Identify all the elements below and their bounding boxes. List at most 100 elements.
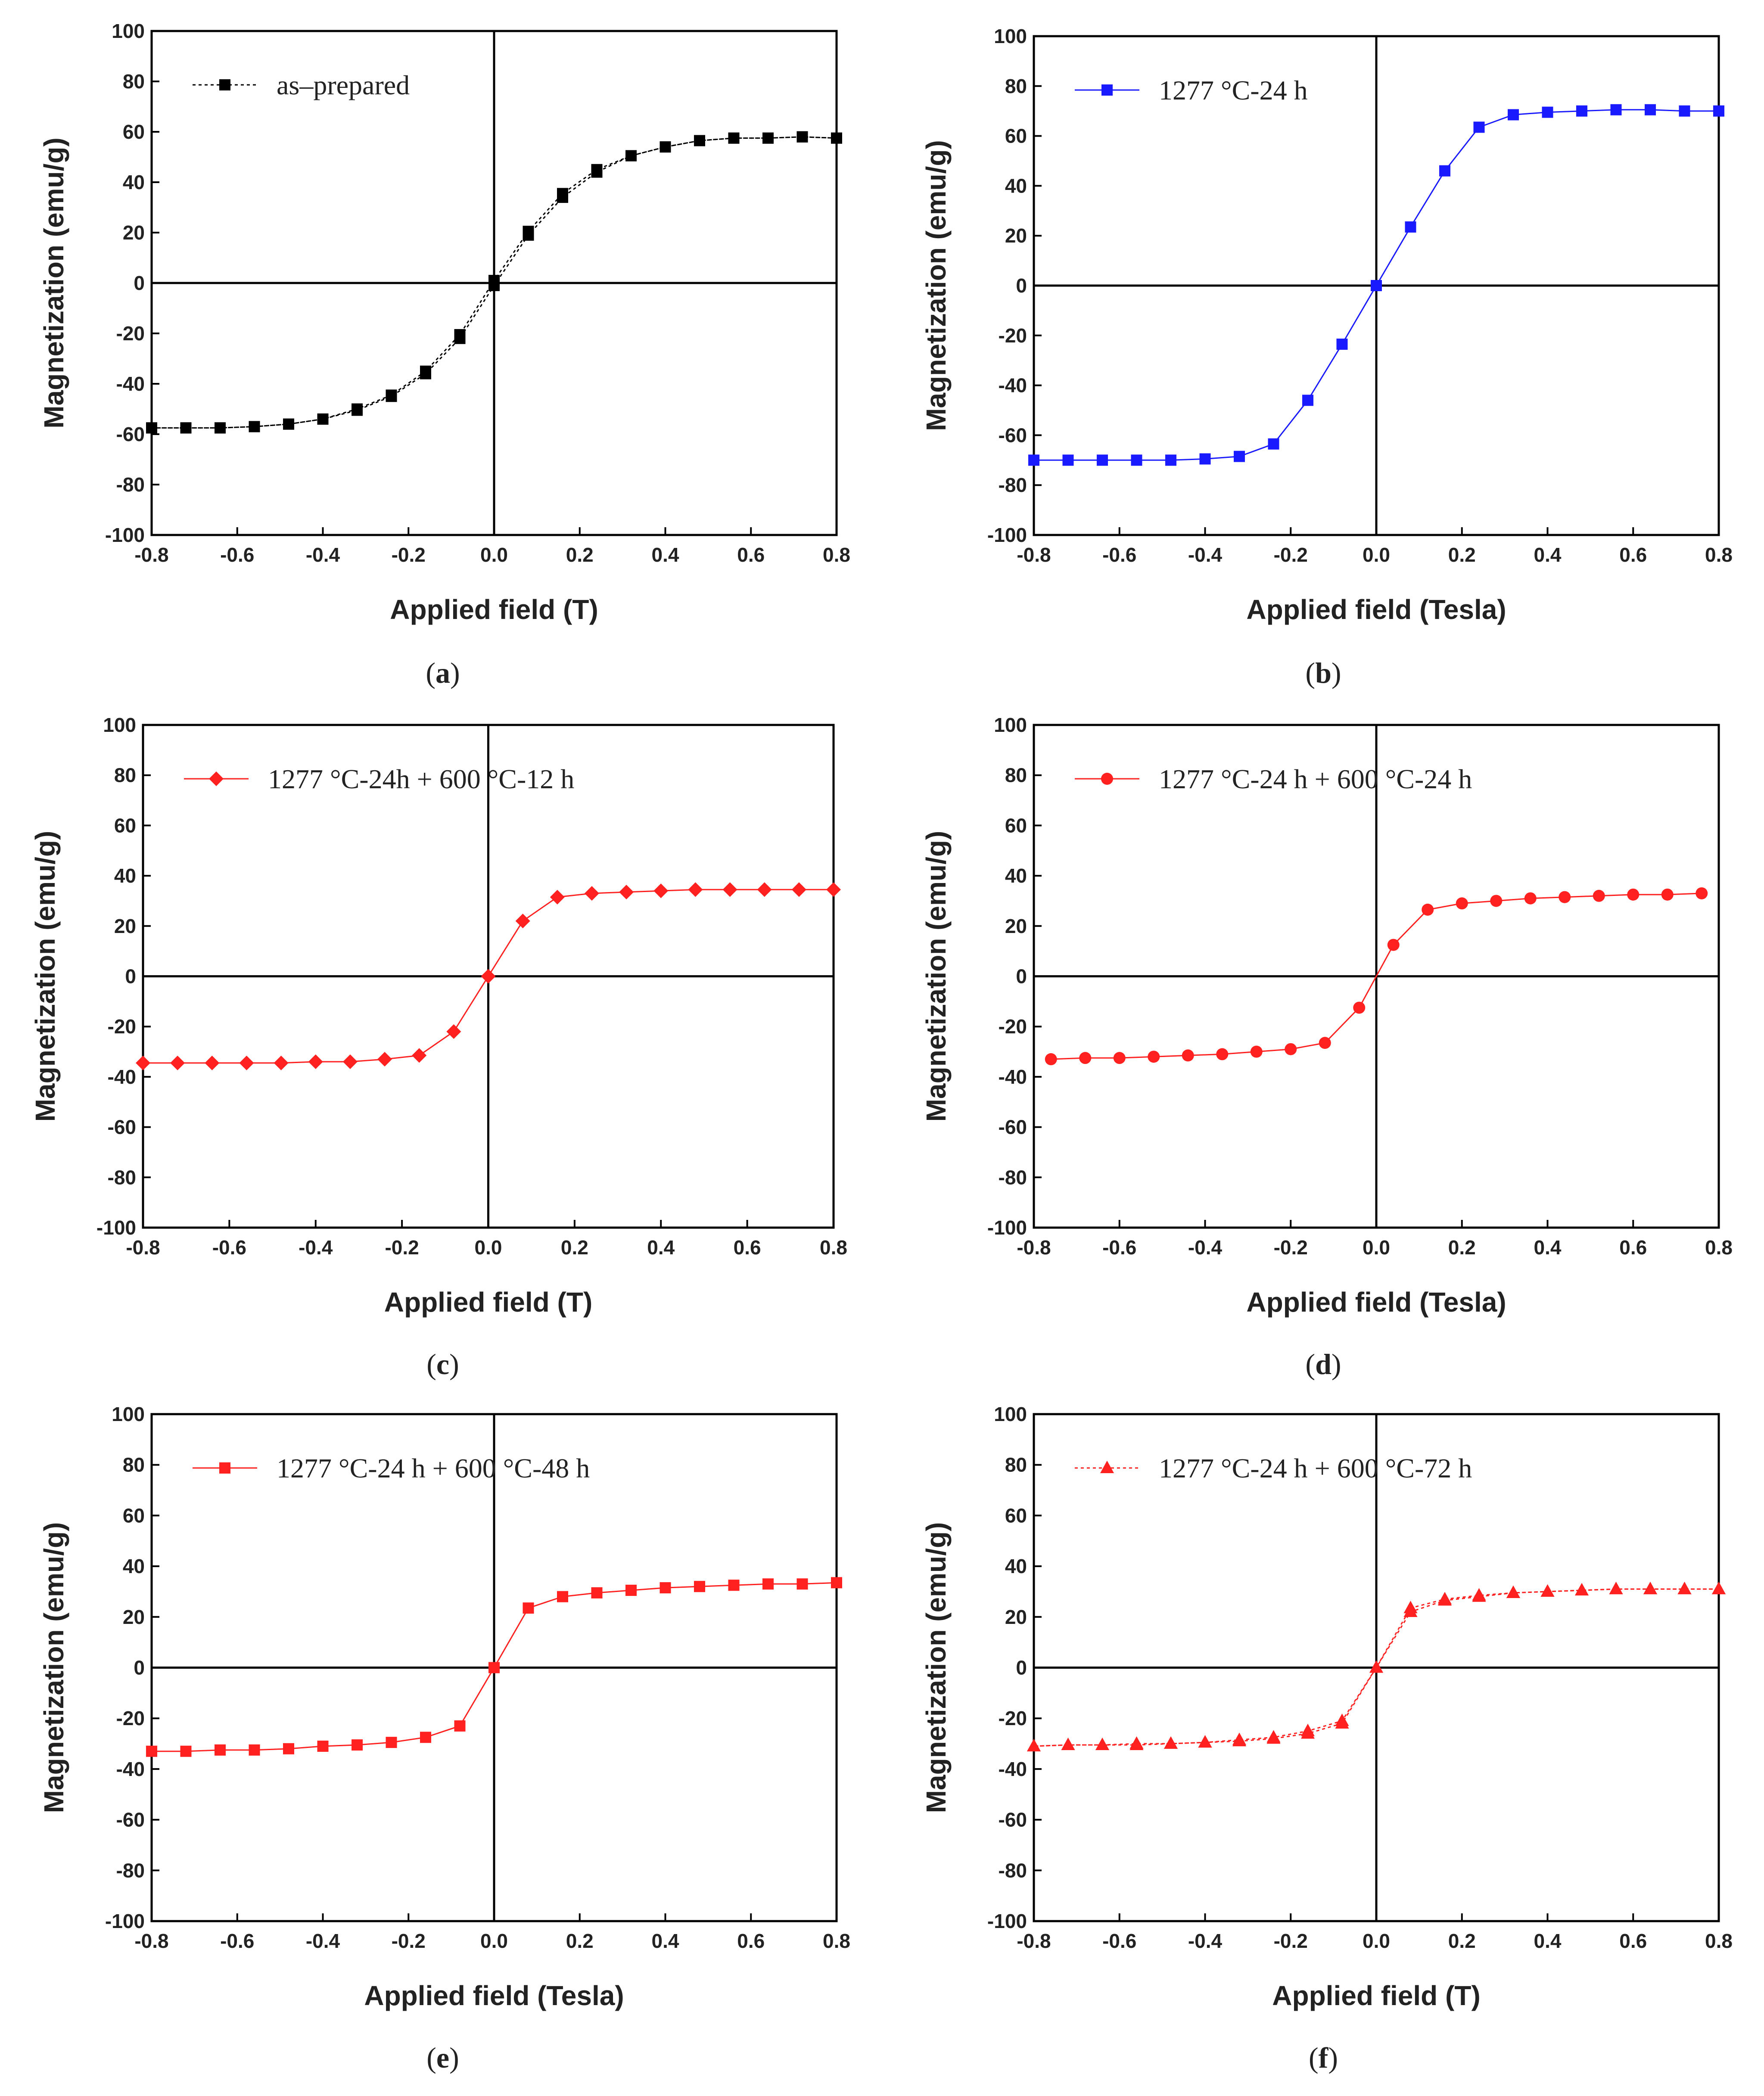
y-tick-label: 60	[1005, 814, 1027, 837]
y-tick-label: -60	[116, 1809, 145, 1831]
y-tick-label: 80	[1005, 1454, 1027, 1476]
x-tick-label: -0.8	[134, 1930, 168, 1952]
x-tick-label: -0.2	[1274, 544, 1308, 566]
panel-caption: (e)	[426, 2041, 459, 2074]
data-point	[660, 1582, 671, 1594]
x-tick-label: -0.6	[1102, 544, 1136, 566]
y-tick-label: 100	[103, 714, 136, 736]
data-point	[170, 1055, 185, 1070]
data-point	[1645, 104, 1656, 115]
data-point-return	[1232, 1732, 1246, 1745]
x-tick-label: -0.6	[220, 544, 254, 566]
x-tick-label: 0.6	[1619, 1930, 1647, 1952]
x-tick-label: -0.8	[1017, 1236, 1051, 1259]
y-tick-label: 20	[1005, 1606, 1027, 1628]
data-point	[1234, 451, 1245, 462]
data-point-return	[1164, 1736, 1178, 1749]
y-tick-label: 0	[125, 965, 136, 988]
y-tick-label: 80	[1005, 764, 1027, 787]
data-point-return	[488, 280, 500, 291]
data-point-return	[831, 132, 842, 144]
data-point-return	[1095, 1737, 1109, 1750]
data-point	[1387, 939, 1400, 951]
data-point	[1165, 454, 1176, 466]
x-tick-label: -0.8	[126, 1236, 160, 1259]
data-point	[557, 1591, 568, 1602]
data-point	[215, 1744, 226, 1756]
data-point	[1353, 1001, 1366, 1014]
y-tick-label: 40	[1005, 865, 1027, 887]
legend-marker	[219, 1462, 230, 1474]
x-tick-label: 0.2	[566, 544, 594, 566]
x-tick-label: -0.4	[1188, 1930, 1223, 1952]
data-point-return	[352, 404, 363, 416]
x-tick-label: 0.4	[652, 1930, 679, 1952]
y-tick-label: 0	[1016, 1657, 1027, 1679]
data-point	[1045, 1053, 1057, 1066]
x-axis-title: Applied field (T)	[384, 1287, 593, 1318]
y-tick-label: 80	[123, 70, 145, 93]
x-tick-label: -0.2	[392, 544, 426, 566]
chart-panel-e: -0.8 -0.6 -0.4 -0.2 0.0 0.2 0.4 0.6 0.8 -100 -80 -6…	[38, 1403, 850, 2074]
x-axis-title: Applied field (Tesla)	[1246, 594, 1506, 625]
legend-label: 1277 °C-24h + 600 °C-12 h	[268, 764, 574, 794]
y-tick-label: -20	[108, 1015, 136, 1038]
data-point	[831, 1577, 842, 1589]
panel-caption: (a)	[426, 656, 460, 689]
data-point	[317, 1740, 329, 1752]
x-axis-title: Applied field (Tesla)	[364, 1980, 624, 2011]
legend-label: 1277 °C-24 h + 600 °C-24 h	[1159, 764, 1472, 794]
y-axis-title: Magnetization (emu/g)	[921, 140, 952, 431]
y-tick-label: -100	[987, 1216, 1027, 1239]
x-tick-label: 0.2	[1448, 1236, 1476, 1259]
legend-label: as–prepared	[277, 70, 410, 100]
data-point-return	[1266, 1730, 1281, 1743]
y-tick-label: 20	[123, 221, 145, 244]
data-point	[694, 1581, 705, 1592]
y-tick-label: 80	[1005, 75, 1027, 97]
data-point	[550, 889, 565, 905]
legend-label: 1277 °C-24 h + 600 °C-48 h	[277, 1453, 590, 1483]
panel-caption: (c)	[426, 1348, 459, 1381]
data-point	[1593, 889, 1605, 902]
data-point	[1422, 903, 1434, 916]
data-point	[1199, 453, 1211, 465]
y-tick-label: -40	[116, 373, 145, 395]
data-point	[796, 1578, 808, 1590]
x-tick-label: -0.6	[1102, 1236, 1136, 1259]
data-point	[1524, 892, 1537, 905]
y-tick-label: 60	[1005, 1504, 1027, 1527]
y-tick-label: 100	[994, 25, 1027, 47]
x-tick-label: 0.0	[1363, 1236, 1390, 1259]
y-tick-label: 20	[114, 915, 136, 937]
y-tick-label: -100	[987, 1910, 1027, 1932]
data-point-return	[1712, 1582, 1726, 1595]
x-tick-label: -0.2	[1274, 1930, 1308, 1952]
y-tick-label: -80	[116, 473, 145, 496]
data-point	[1336, 339, 1348, 350]
data-point	[180, 1745, 192, 1757]
y-tick-label: 100	[994, 1403, 1027, 1425]
y-tick-label: -20	[999, 324, 1027, 347]
data-point	[826, 882, 841, 897]
data-point-return	[1198, 1735, 1212, 1748]
x-tick-label: -0.6	[212, 1236, 246, 1259]
panel-caption-letter: c	[436, 1348, 449, 1381]
data-point	[352, 1739, 363, 1751]
data-point	[1285, 1043, 1297, 1055]
y-tick-label: -80	[108, 1166, 136, 1188]
data-point	[1456, 897, 1468, 910]
data-point	[722, 882, 737, 897]
y-tick-label: 100	[112, 1403, 145, 1425]
data-point	[523, 1602, 534, 1614]
chart-panel-f: -0.8 -0.6 -0.4 -0.2 0.0 0.2 0.4 0.6 0.8 -100 -80 -6…	[921, 1403, 1733, 2074]
data-point	[488, 1662, 500, 1673]
y-tick-label: -20	[116, 322, 145, 345]
data-point	[515, 914, 530, 929]
data-point	[1319, 1037, 1331, 1049]
data-point	[136, 1055, 150, 1070]
data-point	[1148, 1051, 1160, 1063]
data-point	[386, 1737, 397, 1748]
x-tick-label: 0.0	[480, 1930, 508, 1952]
